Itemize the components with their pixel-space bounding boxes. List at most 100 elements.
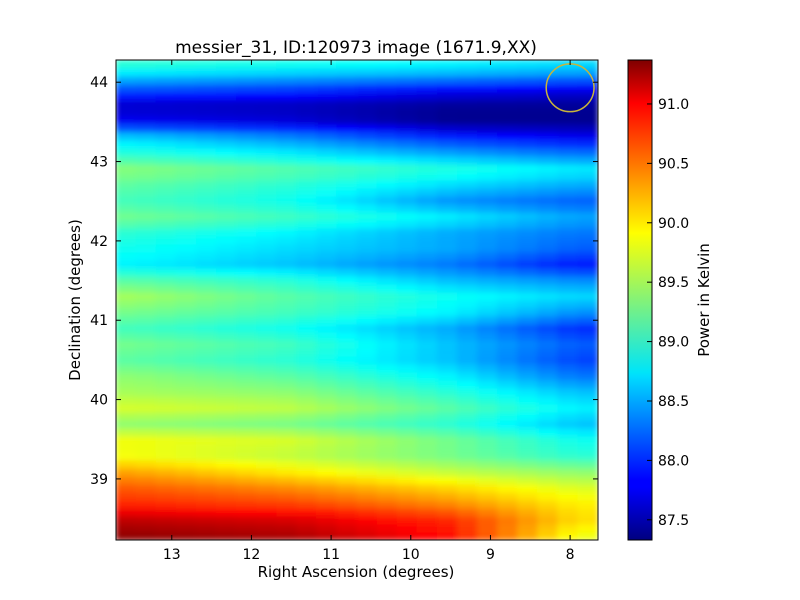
- heatmap-cell: [276, 387, 298, 397]
- heatmap-cell: [537, 403, 559, 413]
- heatmap-cell: [416, 339, 438, 349]
- heatmap-cell: [276, 355, 298, 365]
- heatmap-cell: [155, 75, 177, 85]
- heatmap-cell: [215, 251, 237, 261]
- heatmap-cell: [376, 163, 398, 173]
- x-tick-label: 9: [486, 547, 495, 563]
- heatmap-cell: [396, 467, 418, 477]
- heatmap-cell: [236, 163, 258, 173]
- heatmap-cell: [356, 139, 378, 149]
- heatmap-cell: [276, 299, 298, 309]
- heatmap-cell: [296, 195, 318, 205]
- heatmap-cell: [276, 283, 298, 293]
- heatmap-cell: [356, 355, 378, 365]
- heatmap-cell: [316, 419, 338, 429]
- heatmap-cell: [557, 211, 579, 221]
- heatmap-cell: [276, 99, 298, 109]
- heatmap-cell: [537, 475, 559, 485]
- heatmap-cell: [135, 171, 157, 181]
- heatmap-cell: [336, 179, 358, 189]
- heatmap-cell: [236, 139, 258, 149]
- heatmap-cell: [376, 147, 398, 157]
- heatmap-cell: [155, 267, 177, 277]
- heatmap-cell: [215, 507, 237, 517]
- heatmap-cell: [537, 60, 559, 69]
- heatmap-cell: [116, 371, 137, 381]
- heatmap-cell: [517, 475, 539, 485]
- heatmap-cell: [477, 203, 499, 213]
- heatmap-cell: [356, 491, 378, 501]
- heatmap-cell: [477, 371, 499, 381]
- heatmap-cell: [296, 387, 318, 397]
- heatmap-cell: [256, 475, 278, 485]
- heatmap-cell: [517, 147, 539, 157]
- heatmap-cell: [356, 499, 378, 509]
- heatmap-cell: [497, 60, 519, 69]
- heatmap-cell: [175, 291, 197, 301]
- heatmap-cell: [537, 179, 559, 189]
- heatmap-cell: [175, 347, 197, 357]
- heatmap-cell: [396, 323, 418, 333]
- heatmap-cell: [477, 75, 499, 85]
- heatmap-cell: [497, 507, 519, 517]
- heatmap-cell: [477, 483, 499, 493]
- heatmap-cell: [195, 387, 217, 397]
- heatmap-cell: [537, 379, 559, 389]
- heatmap-cell: [416, 99, 438, 109]
- heatmap-cell: [517, 347, 539, 357]
- heatmap-cell: [517, 251, 539, 261]
- heatmap-cell: [436, 403, 458, 413]
- heatmap-cell: [517, 155, 539, 165]
- heatmap-cell: [155, 403, 177, 413]
- heatmap-cell: [456, 347, 478, 357]
- heatmap-cell: [537, 323, 559, 333]
- heatmap-cell: [517, 235, 539, 245]
- heatmap-cell: [436, 451, 458, 461]
- heatmap-cell: [396, 243, 418, 253]
- heatmap-cell: [376, 419, 398, 429]
- heatmap-cell: [456, 60, 478, 69]
- heatmap-cell: [116, 163, 137, 173]
- heatmap-cell: [517, 371, 539, 381]
- heatmap-cell: [577, 387, 598, 397]
- heatmap-cell: [456, 355, 478, 365]
- heatmap-cell: [256, 427, 278, 437]
- heatmap-cell: [577, 355, 598, 365]
- heatmap-cell: [456, 227, 478, 237]
- heatmap-cell: [356, 347, 378, 357]
- heatmap-cell: [537, 219, 559, 229]
- heatmap-cell: [215, 83, 237, 93]
- y-axis-ticks: 39 40 41 42 43 44: [90, 75, 598, 488]
- heatmap-cell: [195, 75, 217, 85]
- heatmap-cell: [236, 355, 258, 365]
- heatmap-cell: [116, 491, 137, 501]
- colorbar-tick-label: 90.0: [658, 216, 689, 232]
- heatmap-cell: [296, 283, 318, 293]
- heatmap-cell: [376, 387, 398, 397]
- heatmap-cell: [236, 283, 258, 293]
- heatmap-cell: [436, 139, 458, 149]
- heatmap-cell: [557, 419, 579, 429]
- heatmap-cell: [477, 507, 499, 517]
- heatmap-cell: [456, 203, 478, 213]
- heatmap-cell: [215, 419, 237, 429]
- heatmap-cell: [537, 443, 559, 453]
- heatmap-cell: [376, 315, 398, 325]
- heatmap-cell: [477, 60, 499, 69]
- heatmap-cell: [256, 507, 278, 517]
- heatmap-cell: [135, 67, 157, 77]
- heatmap-cell: [215, 155, 237, 165]
- heatmap-cell: [497, 499, 519, 509]
- heatmap-cell: [376, 515, 398, 525]
- heatmap-cell: [497, 467, 519, 477]
- heatmap-cell: [557, 171, 579, 181]
- heatmap-cell: [155, 475, 177, 485]
- heatmap-cell: [116, 195, 137, 205]
- heatmap-cell: [517, 307, 539, 317]
- heatmap-cell: [396, 91, 418, 101]
- heatmap-cell: [517, 171, 539, 181]
- heatmap-cell: [517, 411, 539, 421]
- heatmap-cell: [577, 499, 598, 509]
- heatmap-cell: [256, 379, 278, 389]
- heatmap-cell: [296, 355, 318, 365]
